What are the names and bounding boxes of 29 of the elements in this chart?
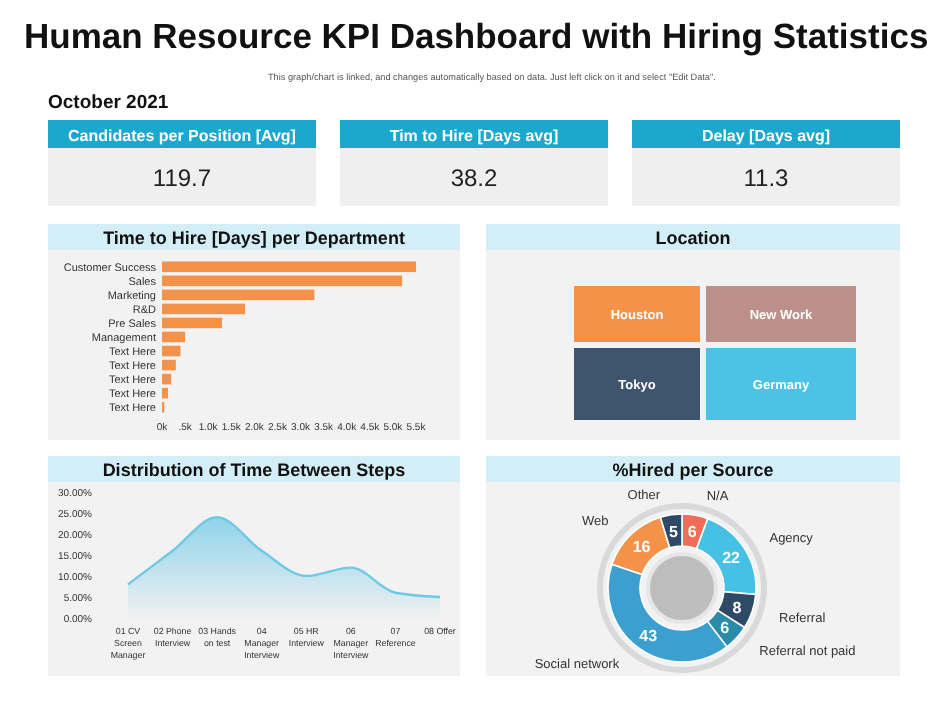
bar [162,289,315,301]
data-label: 6 [687,522,698,541]
text: Human Resource KPI Dashboard with Hiring Statistics [24,16,929,56]
data-label: 43 [639,627,659,646]
category-label: Tim to Hire [Days avg] [389,127,559,145]
text: October 2021 [48,92,170,114]
data-label: 119.7 [152,164,212,192]
bar [162,373,172,385]
data-label: 11.3 [743,164,790,192]
data-label: 8 [732,598,743,617]
data-label: 6 [720,619,731,638]
bar [162,303,246,315]
bar [162,261,416,273]
text: Location [655,228,731,248]
bar [162,331,186,343]
bar [162,345,181,357]
bar [162,387,168,399]
bar [162,359,176,371]
data-label: 5 [668,522,679,541]
category-label: Delay [Days avg] [701,127,831,145]
bar [162,317,223,329]
data-label: 38.2 [450,164,498,192]
chart-title: %Hired per Source [612,460,774,480]
data-label: 22 [722,549,742,568]
category-label: Candidates per Position [Avg] [68,127,297,145]
data-label: 16 [632,538,652,557]
chart-title: Distribution of Time Between Steps [102,460,406,480]
chart-title: Time to Hire [Days] per Department [103,228,405,248]
bar [162,275,403,287]
